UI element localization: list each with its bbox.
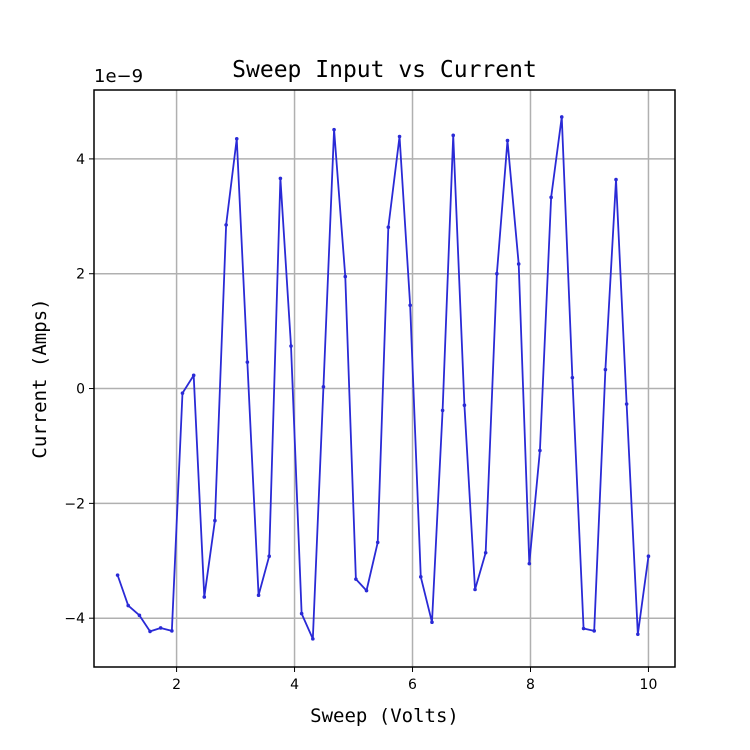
y-axis-label: Current (Amps)	[29, 298, 51, 458]
data-point	[267, 554, 271, 558]
data-point	[549, 195, 553, 200]
data-point	[278, 176, 283, 181]
data-point	[299, 611, 304, 616]
data-point	[191, 373, 196, 378]
data-series	[115, 115, 651, 641]
data-point	[473, 587, 477, 592]
data-point	[343, 274, 348, 279]
data-point	[311, 637, 315, 641]
data-point	[483, 550, 488, 555]
data-point	[440, 408, 445, 413]
data-point	[451, 133, 456, 138]
data-point	[430, 620, 434, 625]
data-point	[646, 554, 651, 558]
data-point	[592, 629, 596, 633]
data-point	[245, 360, 250, 364]
data-point	[213, 518, 217, 523]
data-point	[505, 138, 510, 143]
data-point	[224, 223, 228, 227]
x-tick-label: 10	[640, 677, 658, 693]
data-point	[137, 613, 142, 618]
data-point	[386, 225, 391, 230]
axis-ticks: 2 4 6 8 10 −4 −2 0 2 4	[64, 152, 657, 693]
y-axis-offset-label: 1e−9	[94, 66, 143, 87]
x-tick-label: 4	[290, 677, 299, 693]
data-point	[418, 575, 423, 579]
data-point	[170, 629, 174, 633]
grid	[94, 90, 675, 667]
chart-title: Sweep Input vs Current	[232, 57, 537, 83]
data-point	[148, 629, 152, 634]
data-point	[354, 577, 358, 581]
data-point	[158, 626, 163, 630]
data-point	[538, 448, 542, 453]
data-point	[375, 540, 380, 545]
data-point	[624, 402, 629, 406]
plot-area-frame	[93, 89, 676, 668]
data-point	[126, 603, 131, 608]
data-point	[581, 626, 586, 631]
y-tick-label: −2	[64, 496, 85, 512]
data-point	[364, 588, 369, 593]
y-tick-label: −4	[64, 611, 85, 627]
data-point	[636, 632, 640, 637]
x-tick-label: 6	[408, 677, 417, 693]
data-point	[408, 303, 412, 308]
y-tick-label: 0	[76, 382, 85, 398]
data-point	[570, 375, 575, 380]
data-point	[397, 134, 402, 139]
y-tick-label: 4	[76, 152, 85, 168]
y-tick-label: 2	[76, 267, 85, 283]
data-point	[614, 177, 618, 182]
data-point	[115, 573, 120, 577]
data-point	[462, 403, 467, 407]
series-line	[116, 116, 650, 640]
data-point	[321, 385, 326, 389]
data-point	[180, 391, 185, 395]
data-point	[332, 127, 336, 132]
x-tick-label: 8	[526, 677, 535, 693]
x-axis-label: Sweep (Volts)	[310, 705, 459, 727]
data-point	[256, 593, 261, 598]
data-point	[559, 115, 564, 119]
data-point	[289, 344, 293, 348]
x-tick-label: 2	[172, 677, 181, 693]
data-point	[202, 595, 207, 599]
data-point	[603, 367, 608, 372]
data-point	[234, 137, 239, 141]
data-point	[495, 271, 499, 276]
data-point	[516, 262, 521, 266]
data-point	[527, 561, 532, 566]
